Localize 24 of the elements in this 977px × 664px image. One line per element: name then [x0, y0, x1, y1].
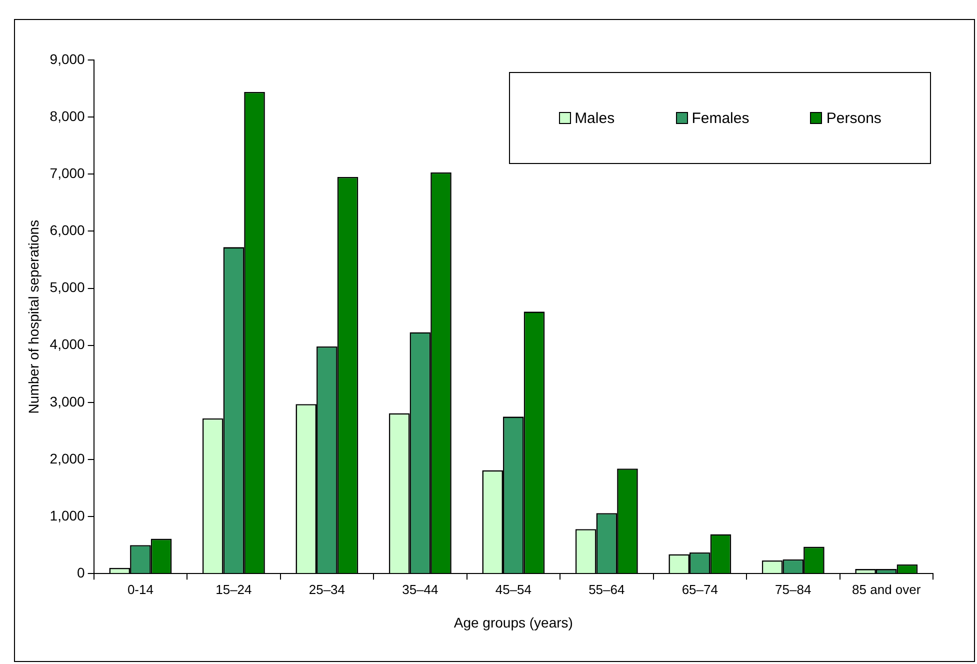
y-tick-label: 1,000	[50, 507, 86, 524]
legend-label: Males	[574, 110, 615, 126]
y-tick-label: 3,000	[50, 393, 86, 410]
x-tick-label: 85 and over	[852, 582, 922, 597]
y-tick-label: 9,000	[50, 50, 86, 67]
x-tick-label: 75–84	[775, 582, 812, 597]
y-tick-label: 2,000	[50, 450, 86, 466]
legend-label: Females	[692, 110, 750, 126]
x-tick-label: 35–44	[402, 582, 438, 597]
x-tick-label: 25–34	[308, 582, 346, 597]
y-tick-label: 6,000	[50, 222, 86, 238]
x-tick-label: 55–64	[588, 582, 625, 597]
x-axis-title: Age groups (years)	[454, 614, 573, 630]
x-tick-label: 15–24	[216, 582, 252, 597]
x-tick-label: 0-14	[127, 582, 154, 597]
y-axis-title: Number of hospital seperations	[25, 220, 42, 414]
x-tick-label: 45–54	[495, 582, 532, 597]
y-tick-label: 7,000	[50, 164, 86, 181]
y-tick-label: 5,000	[50, 279, 86, 296]
legend-label: Persons	[826, 110, 882, 126]
y-tick-label: 4,000	[50, 336, 86, 352]
y-tick-label: 8,000	[50, 108, 86, 124]
y-tick-label: 0	[77, 564, 86, 580]
x-tick-label: 65–74	[682, 582, 718, 597]
